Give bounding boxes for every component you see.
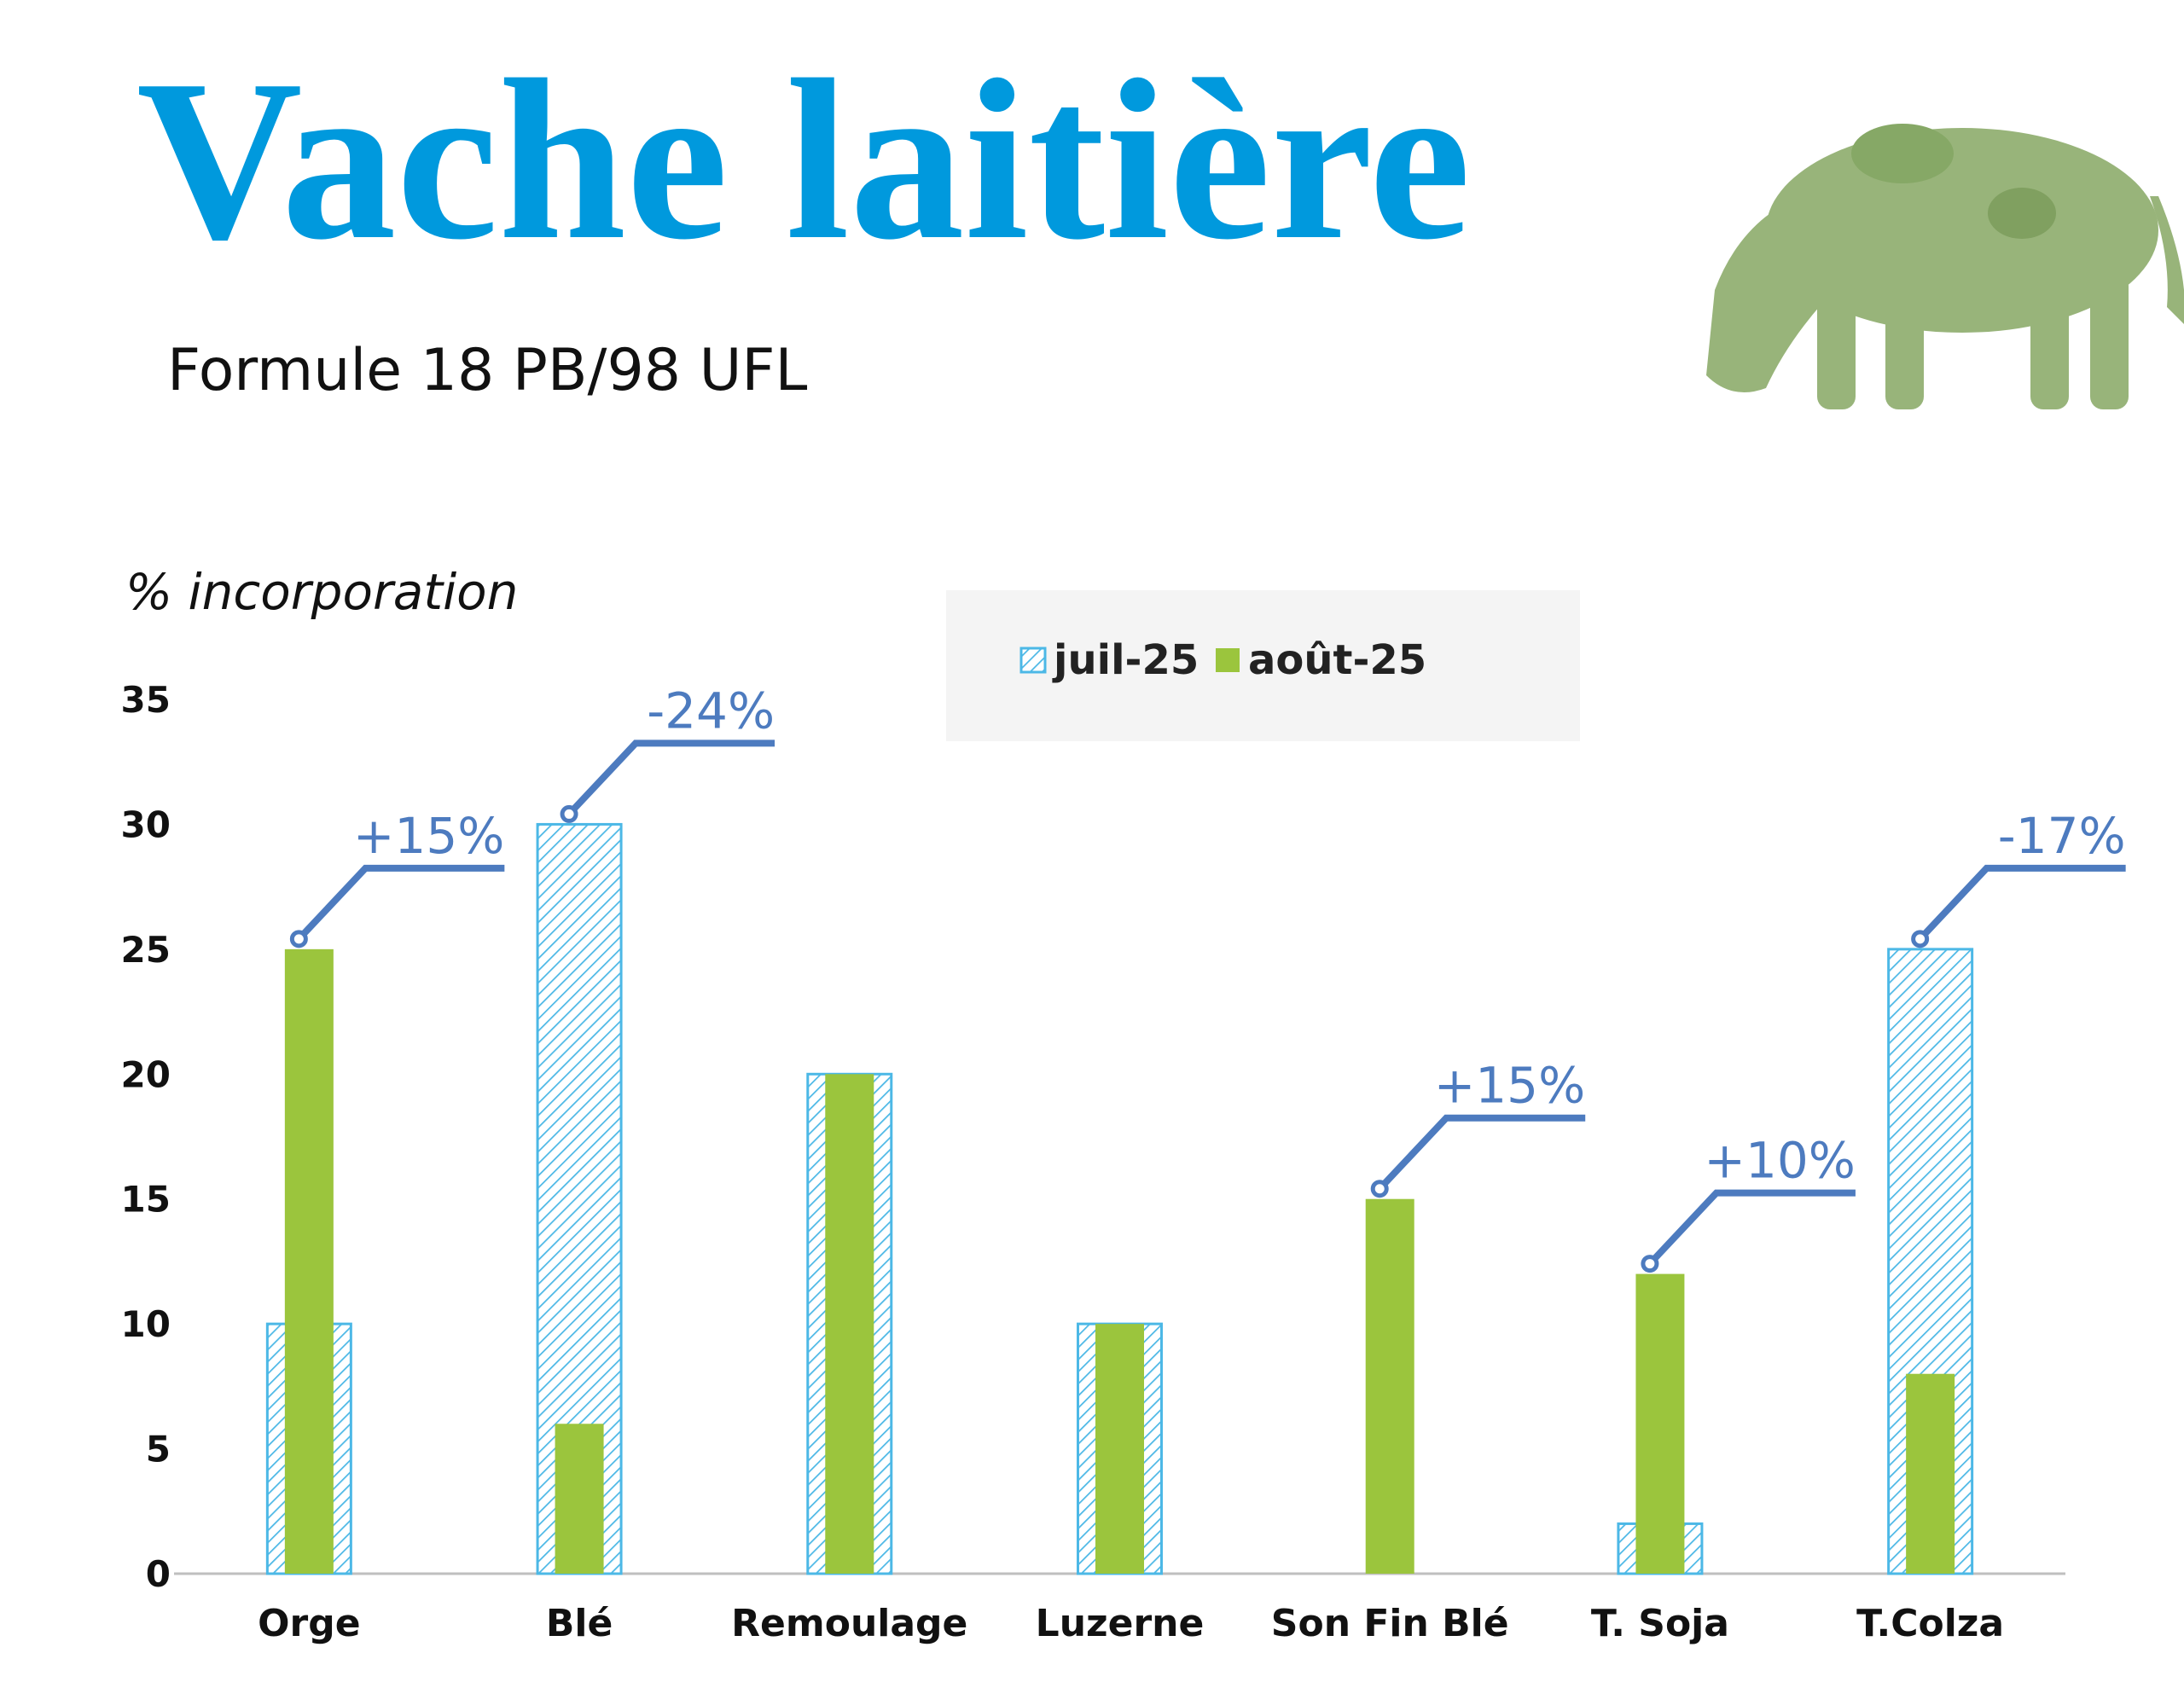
y-tick-label: 5 bbox=[146, 1429, 171, 1470]
chart-subtitle: Formule 18 PB/98 UFL bbox=[167, 337, 807, 404]
x-tick-label: Luzerne bbox=[1036, 1602, 1205, 1645]
y-tick-label: 0 bbox=[146, 1553, 171, 1595]
cow-illustration bbox=[1706, 124, 2184, 409]
annotation-line bbox=[1377, 1114, 1586, 1192]
legend-swatch bbox=[1216, 648, 1240, 672]
annotation-line bbox=[1917, 864, 2126, 942]
x-tick-label: Son Fin Blé bbox=[1271, 1602, 1509, 1645]
bar bbox=[1365, 1198, 1414, 1574]
chart-title: Vache laitière bbox=[136, 32, 1471, 287]
x-tick-label: Blé bbox=[546, 1602, 613, 1645]
bar bbox=[825, 1074, 874, 1574]
annotation-label: +10% bbox=[1704, 1132, 1856, 1190]
legend-swatch bbox=[1019, 647, 1047, 674]
y-tick-label: 20 bbox=[121, 1053, 171, 1095]
x-tick-label: Remoulage bbox=[731, 1602, 967, 1645]
annotation-label: +15% bbox=[1434, 1057, 1586, 1115]
y-axis-label: % incorporation bbox=[125, 563, 518, 621]
bar bbox=[1635, 1273, 1685, 1574]
legend-box bbox=[946, 590, 1580, 741]
annotation-dot bbox=[1641, 1255, 1659, 1273]
bar bbox=[555, 1424, 604, 1574]
annotation-dot bbox=[1370, 1180, 1389, 1198]
y-tick-label: 10 bbox=[121, 1303, 171, 1345]
x-tick-label: T.Colza bbox=[1856, 1602, 2004, 1645]
annotation-dot bbox=[1911, 930, 1930, 948]
annotation-dot bbox=[560, 804, 578, 823]
annotation-line bbox=[1647, 1189, 1856, 1267]
y-tick-label: 15 bbox=[121, 1179, 171, 1221]
y-tick-label: 30 bbox=[121, 803, 171, 845]
annotation-label: +15% bbox=[353, 807, 505, 865]
x-tick-label: Orge bbox=[258, 1602, 360, 1645]
annotation-label: -17% bbox=[1998, 807, 2126, 865]
y-tick-label: 35 bbox=[121, 679, 171, 721]
bar bbox=[284, 948, 334, 1574]
legend-label: juil-25 bbox=[1052, 636, 1199, 684]
annotation-line bbox=[566, 740, 775, 817]
annotation-line bbox=[296, 864, 505, 942]
y-tick-label: 25 bbox=[121, 929, 171, 971]
legend-label: août-25 bbox=[1248, 636, 1426, 684]
annotation-dot bbox=[289, 930, 308, 948]
x-tick-label: T. Soja bbox=[1591, 1602, 1729, 1645]
bar bbox=[1095, 1324, 1144, 1574]
bar bbox=[1906, 1373, 1955, 1574]
annotation-label: -24% bbox=[647, 682, 775, 740]
